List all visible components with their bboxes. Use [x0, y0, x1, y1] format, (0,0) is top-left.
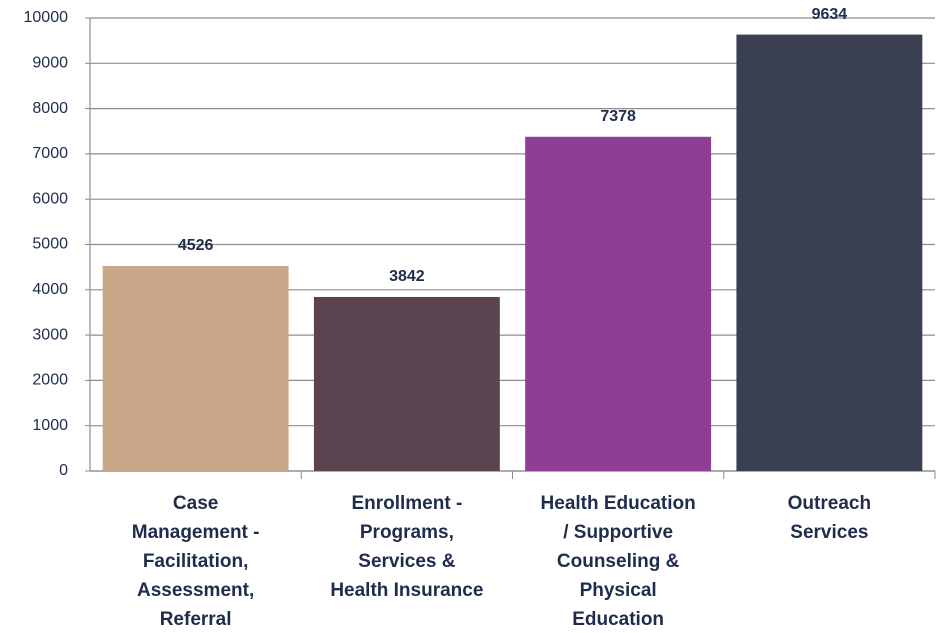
y-tick-label: 7000	[32, 145, 68, 162]
value-label: 7378	[600, 108, 636, 125]
bar	[103, 266, 289, 471]
value-label: 3842	[389, 268, 425, 285]
bar	[736, 35, 922, 471]
bar	[525, 137, 711, 471]
y-tick-label: 0	[59, 462, 68, 479]
y-tick-label: 5000	[32, 236, 68, 253]
y-tick-label: 3000	[32, 326, 68, 343]
y-tick-label: 1000	[32, 417, 68, 434]
value-label: 9634	[812, 6, 848, 23]
bar	[314, 297, 500, 471]
y-tick-label: 4000	[32, 281, 68, 298]
y-tick-label: 9000	[32, 55, 68, 72]
chart: 0 1000 2000 3000 4000 5000 6000 7000 8000 9000 100…	[0, 0, 942, 633]
value-label: 4526	[178, 237, 214, 254]
y-tick-label: 6000	[32, 190, 68, 207]
y-tick-label: 10000	[24, 9, 69, 26]
x-tick-label: Enrollment -Programs,Services &Health In…	[330, 493, 483, 601]
y-tick-label: 2000	[32, 372, 68, 389]
y-tick-label: 8000	[32, 100, 68, 117]
